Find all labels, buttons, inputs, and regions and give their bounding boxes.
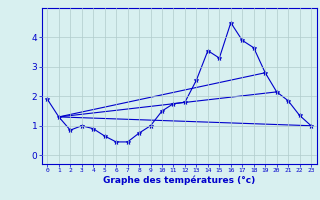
X-axis label: Graphe des températures (°c): Graphe des températures (°c) xyxy=(103,176,255,185)
